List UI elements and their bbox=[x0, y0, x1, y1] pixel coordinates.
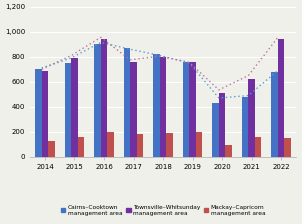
Bar bbox=[166, 133, 173, 157]
Bar bbox=[196, 132, 202, 157]
Bar bbox=[42, 71, 48, 157]
Bar bbox=[101, 39, 107, 157]
Bar bbox=[183, 62, 189, 157]
Bar bbox=[94, 44, 101, 157]
Bar bbox=[65, 63, 71, 157]
Bar bbox=[278, 39, 284, 157]
Bar bbox=[107, 132, 114, 157]
Bar bbox=[189, 62, 196, 157]
Bar bbox=[130, 62, 137, 157]
Bar bbox=[35, 69, 42, 157]
Bar bbox=[124, 48, 130, 157]
Bar bbox=[137, 134, 143, 157]
Bar bbox=[284, 138, 291, 157]
Bar bbox=[71, 58, 78, 157]
Bar bbox=[153, 54, 160, 157]
Bar bbox=[225, 145, 232, 157]
Bar bbox=[242, 97, 249, 157]
Bar bbox=[249, 79, 255, 157]
Bar bbox=[255, 137, 262, 157]
Bar bbox=[160, 57, 166, 157]
Bar bbox=[219, 93, 225, 157]
Bar bbox=[271, 72, 278, 157]
Bar bbox=[78, 137, 84, 157]
Bar bbox=[48, 140, 55, 157]
Bar bbox=[212, 103, 219, 157]
